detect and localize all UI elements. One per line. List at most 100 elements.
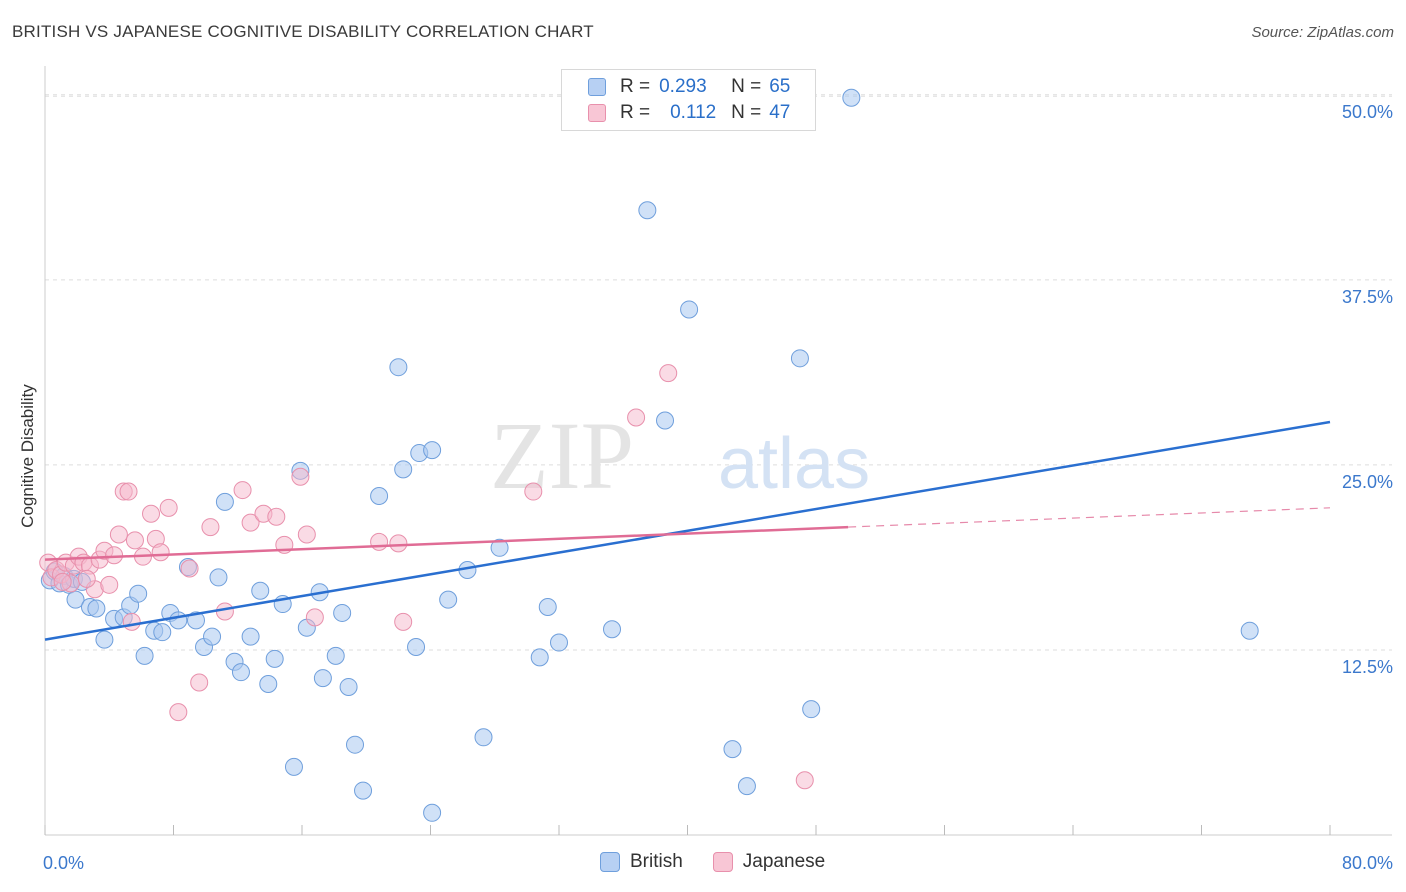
british-point bbox=[251, 581, 270, 600]
british-point bbox=[203, 627, 222, 646]
british-point bbox=[389, 358, 408, 377]
watermark-zip: ZIP bbox=[490, 402, 634, 509]
british-point bbox=[423, 803, 442, 822]
british-point bbox=[265, 649, 284, 668]
british-point bbox=[135, 646, 154, 665]
british-point bbox=[215, 492, 234, 511]
british-point bbox=[339, 677, 358, 696]
y-tick-label: 50.0% bbox=[1342, 102, 1393, 122]
japanese-point bbox=[524, 482, 543, 501]
y-tick-label: 12.5% bbox=[1342, 657, 1393, 677]
british-point bbox=[186, 611, 205, 630]
british-point bbox=[87, 599, 106, 618]
japanese-point bbox=[389, 534, 408, 553]
british-trend-line bbox=[44, 420, 1331, 641]
british-point bbox=[538, 598, 557, 617]
british-point bbox=[490, 538, 509, 557]
british-point bbox=[153, 623, 172, 642]
japanese-point bbox=[53, 572, 72, 591]
x-tick-label-min: 0.0% bbox=[43, 853, 84, 873]
y-tick-label: 37.5% bbox=[1342, 287, 1393, 307]
y-axis-label: Cognitive Disability bbox=[18, 384, 37, 528]
british-point bbox=[656, 411, 675, 430]
japanese-point bbox=[109, 525, 128, 544]
british-point bbox=[474, 728, 493, 747]
japanese-swatch bbox=[712, 852, 733, 872]
british-point bbox=[346, 735, 365, 754]
british-point bbox=[423, 441, 442, 460]
british-points bbox=[40, 88, 1259, 822]
british-swatch bbox=[588, 78, 606, 96]
japanese-point bbox=[627, 408, 646, 427]
japanese-trend-extension bbox=[848, 507, 1331, 528]
british-swatch bbox=[600, 852, 620, 872]
japanese-swatch bbox=[588, 104, 606, 122]
british-point bbox=[439, 590, 458, 609]
axes bbox=[44, 66, 1392, 836]
british-point bbox=[313, 669, 332, 688]
japanese-point bbox=[119, 482, 138, 501]
japanese-point bbox=[233, 481, 252, 500]
stats-row-japanese: R = 0.112 N = 47 bbox=[588, 100, 790, 126]
n-value: 47 bbox=[769, 102, 791, 123]
british-point bbox=[209, 568, 228, 587]
n-value: 65 bbox=[769, 76, 791, 97]
y-tick-label: 25.0% bbox=[1342, 472, 1393, 492]
zipatlas-watermark: ZIP atlas bbox=[490, 402, 870, 509]
japanese-point bbox=[215, 602, 234, 621]
british-point bbox=[241, 627, 260, 646]
x-tick-label-max: 80.0% bbox=[1342, 853, 1393, 873]
british-point bbox=[354, 781, 373, 800]
japanese-point bbox=[241, 513, 260, 532]
japanese-point bbox=[122, 612, 141, 631]
japanese-point bbox=[169, 703, 188, 722]
watermark-atlas: atlas bbox=[718, 424, 870, 504]
japanese-points bbox=[39, 364, 814, 790]
british-point bbox=[638, 201, 657, 220]
tick-labels: 12.5% 25.0% 37.5% 50.0% 0.0% 80.0% bbox=[43, 102, 1393, 873]
british-point bbox=[680, 300, 699, 319]
british-point bbox=[169, 611, 188, 630]
trend-lines bbox=[44, 420, 1331, 641]
british-point bbox=[95, 630, 114, 649]
british-point bbox=[129, 584, 148, 603]
legend-item-japanese[interactable]: Japanese bbox=[712, 851, 826, 873]
british-point bbox=[370, 486, 389, 505]
n-label: N = bbox=[731, 76, 762, 97]
legend-label-british: British bbox=[630, 851, 683, 872]
source-credit: Source: ZipAtlas.com bbox=[1251, 24, 1394, 41]
legend-item-british[interactable]: British bbox=[600, 851, 683, 873]
stats-row-british: R = 0.293 N = 65 bbox=[588, 74, 790, 100]
japanese-trend-line bbox=[44, 525, 849, 561]
british-point bbox=[66, 590, 85, 609]
stats-legend: R = 0.293 N = 65 R = 0.112 N = 47 bbox=[561, 69, 816, 131]
british-point bbox=[231, 663, 250, 682]
british-point bbox=[790, 349, 809, 368]
japanese-point bbox=[100, 575, 119, 594]
japanese-point bbox=[795, 771, 814, 790]
r-value: 0.112 bbox=[670, 102, 717, 123]
british-point bbox=[333, 603, 352, 622]
japanese-point bbox=[159, 498, 178, 517]
british-point bbox=[259, 675, 278, 693]
british-point bbox=[284, 757, 303, 776]
japanese-point bbox=[142, 504, 161, 523]
british-point bbox=[842, 88, 861, 107]
british-point bbox=[407, 637, 426, 656]
british-point bbox=[603, 620, 622, 639]
british-point bbox=[394, 460, 413, 479]
chart-title: BRITISH VS JAPANESE COGNITIVE DISABILITY… bbox=[12, 22, 594, 41]
legend-label-japanese: Japanese bbox=[742, 851, 826, 872]
british-point bbox=[802, 700, 821, 719]
japanese-point bbox=[201, 518, 220, 537]
japanese-point bbox=[151, 543, 170, 562]
british-point bbox=[723, 740, 742, 759]
japanese-point bbox=[105, 546, 124, 565]
japanese-point bbox=[77, 569, 96, 588]
british-point bbox=[1240, 621, 1259, 640]
japanese-point bbox=[125, 531, 144, 550]
grid-lines bbox=[45, 94, 1392, 651]
japanese-point bbox=[394, 612, 413, 631]
japanese-point bbox=[190, 673, 209, 692]
british-point bbox=[737, 777, 756, 796]
